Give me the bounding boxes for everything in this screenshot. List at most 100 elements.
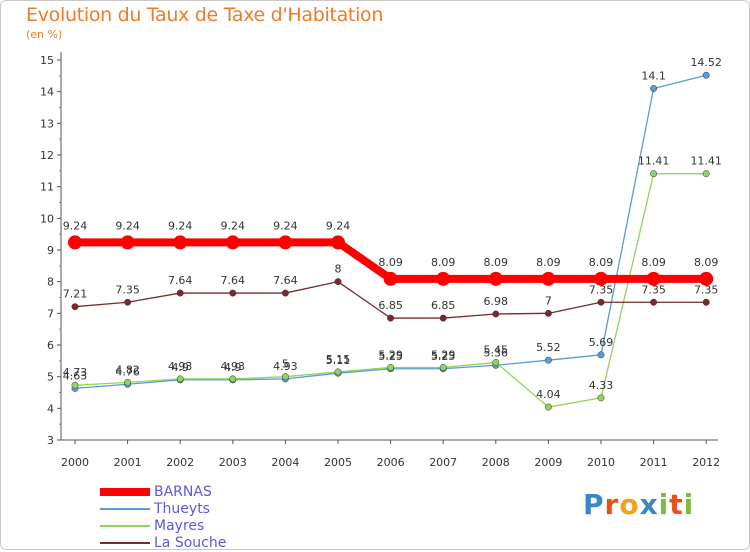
data-point-barnas <box>699 271 714 286</box>
legend-swatch <box>100 525 150 527</box>
data-label-thueyts: 14.1 <box>641 70 666 83</box>
data-label-thueyts: 5.52 <box>536 341 561 354</box>
legend-swatch <box>100 508 150 510</box>
data-point-thueyts <box>702 71 710 79</box>
data-label-thueyts: 4.63 <box>63 369 88 382</box>
data-point-mayres <box>439 364 447 371</box>
x-tick-label: 2011 <box>640 456 668 469</box>
y-tick-label: 6 <box>47 339 54 352</box>
data-point-mayres <box>492 358 500 366</box>
data-label-barnas: 8.09 <box>641 256 666 269</box>
data-point-mayres <box>71 381 79 389</box>
data-label-la-souche: 6.85 <box>378 299 403 312</box>
data-label-thueyts: 4.93 <box>273 360 298 373</box>
data-point-barnas <box>646 271 661 286</box>
data-label-mayres: 5 <box>282 358 289 371</box>
y-tick-label: 8 <box>47 276 54 289</box>
data-label-mayres: 4.82 <box>115 363 140 376</box>
data-label-barnas: 9.24 <box>63 219 88 232</box>
legend-item-thueyts: Thueyts <box>100 501 226 518</box>
data-point-mayres <box>597 394 605 402</box>
chart-title: Evolution du Taux de Taxe d'Habitation <box>26 4 384 26</box>
legend-item-barnas: BARNAS <box>100 484 226 501</box>
legend-label: Thueyts <box>154 501 210 517</box>
data-label-thueyts: 5.11 <box>326 354 351 367</box>
data-point-mayres <box>702 170 710 178</box>
data-point-thueyts <box>597 351 605 359</box>
data-label-thueyts: 4.9 <box>171 361 189 374</box>
data-label-thueyts: 5.36 <box>484 346 509 359</box>
data-point-la-souche <box>492 310 500 318</box>
y-tick-label: 12 <box>40 149 54 162</box>
data-label-mayres: 5.29 <box>431 348 456 361</box>
data-label-la-souche: 7.64 <box>168 274 193 287</box>
brand-letter: t <box>669 488 684 521</box>
data-point-la-souche <box>71 303 79 311</box>
x-tick-label: 2000 <box>61 456 89 469</box>
y-tick-label: 9 <box>47 244 54 257</box>
data-label-barnas: 8.09 <box>536 256 561 269</box>
data-label-mayres: 4.33 <box>589 379 614 392</box>
data-label-barnas: 8.09 <box>694 256 719 269</box>
data-label-barnas: 9.24 <box>115 219 140 232</box>
data-label-barnas: 8.09 <box>589 256 614 269</box>
data-point-mayres <box>281 373 289 381</box>
data-label-barnas: 9.24 <box>221 219 246 232</box>
data-point-barnas <box>594 271 608 286</box>
data-label-mayres: 4.73 <box>63 366 88 379</box>
data-point-mayres <box>544 403 552 411</box>
legend-swatch <box>100 542 150 544</box>
data-label-mayres: 4.93 <box>168 360 193 373</box>
brand-logo: Proxiti <box>583 488 694 521</box>
data-label-mayres: 5.45 <box>484 343 509 356</box>
data-label-thueyts: 4.9 <box>224 361 242 374</box>
data-point-la-souche <box>229 289 237 297</box>
y-tick-label: 4 <box>47 402 54 415</box>
data-point-barnas <box>173 235 188 250</box>
legend-label: Mayres <box>154 518 205 534</box>
data-point-la-souche <box>650 298 658 306</box>
brand-letter: i <box>683 488 695 521</box>
data-point-la-souche <box>281 289 289 297</box>
data-label-mayres: 5.29 <box>378 348 403 361</box>
data-label-thueyts: 4.76 <box>115 365 140 378</box>
data-point-barnas <box>488 271 503 286</box>
data-label-la-souche: 6.98 <box>484 295 509 308</box>
data-label-la-souche: 7.35 <box>641 283 666 296</box>
legend-swatch <box>100 488 150 496</box>
data-point-barnas <box>225 235 240 250</box>
brand-letter: x <box>639 488 659 521</box>
chart-subtitle: (en %) <box>26 28 63 41</box>
data-point-mayres <box>176 375 184 383</box>
x-tick-label: 2006 <box>377 456 405 469</box>
data-label-la-souche: 7.64 <box>273 274 298 287</box>
data-label-la-souche: 7.35 <box>694 283 719 296</box>
chart-legend: BARNAS Thueyts Mayres La Souche <box>100 484 226 552</box>
line-chart: 3 4 5 6 7 8 9 10 11 12 13 14 15 2000 2001 2002 2003 2004 2… <box>40 52 722 469</box>
data-point-mayres <box>124 378 132 386</box>
data-point-la-souche <box>334 278 342 286</box>
x-tick-label: 2005 <box>324 456 352 469</box>
brand-letter: i <box>658 488 670 521</box>
data-point-barnas <box>68 235 82 250</box>
y-tick-label: 10 <box>40 212 54 225</box>
data-point-la-souche <box>176 289 184 297</box>
data-label-la-souche: 7 <box>545 294 552 307</box>
x-tick-label: 2012 <box>692 456 720 469</box>
y-tick-label: 3 <box>47 434 54 447</box>
data-label-barnas: 8.09 <box>484 256 509 269</box>
data-label-la-souche: 6.85 <box>431 299 456 312</box>
x-tick-label: 2003 <box>219 456 247 469</box>
brand-letter: o <box>619 488 640 521</box>
data-label-thueyts: 5.69 <box>589 336 614 349</box>
y-tick-label: 14 <box>40 86 54 99</box>
data-label-la-souche: 7.35 <box>589 283 614 296</box>
y-tick-label: 15 <box>40 54 54 67</box>
data-point-la-souche <box>387 314 395 322</box>
legend-item-la-souche: La Souche <box>100 535 226 552</box>
data-label-mayres: 11.41 <box>690 155 722 168</box>
y-tick-label: 5 <box>47 371 54 384</box>
x-tick-label: 2010 <box>587 456 615 469</box>
data-label-barnas: 9.24 <box>326 219 351 232</box>
data-point-thueyts <box>650 85 658 92</box>
